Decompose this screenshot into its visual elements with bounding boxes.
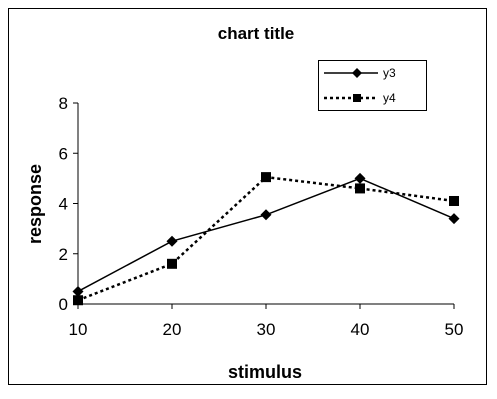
x-tick-label: 10 xyxy=(69,320,88,339)
point-y4 xyxy=(261,172,271,183)
y-tick-label: 8 xyxy=(59,94,68,113)
legend-marker-y3 xyxy=(352,68,362,78)
y-axis-ticks: 0 2 4 6 8 xyxy=(59,94,78,314)
y-axis-label: response xyxy=(25,164,45,244)
point-y4 xyxy=(167,258,177,269)
point-y3 xyxy=(260,209,272,221)
legend-box xyxy=(318,60,427,111)
y-tick-label: 0 xyxy=(59,295,68,314)
legend-label-y3: y3 xyxy=(383,66,396,80)
legend-label-y4: y4 xyxy=(383,91,396,105)
chart-title: chart title xyxy=(218,24,295,43)
y-tick-label: 6 xyxy=(59,144,68,163)
point-y3 xyxy=(448,213,460,225)
y-tick-label: 4 xyxy=(59,195,68,214)
legend-marker-y4 xyxy=(353,94,361,102)
x-axis-label: stimulus xyxy=(228,362,302,382)
point-y4 xyxy=(355,183,365,194)
point-y3 xyxy=(166,235,178,247)
point-y4 xyxy=(73,295,83,306)
x-tick-label: 30 xyxy=(257,320,276,339)
series-layer xyxy=(72,172,460,306)
y-tick-label: 2 xyxy=(59,245,68,264)
x-tick-label: 40 xyxy=(351,320,370,339)
x-tick-label: 50 xyxy=(445,320,464,339)
point-y3 xyxy=(72,285,84,297)
point-y3 xyxy=(354,172,366,184)
legend: y3 y4 xyxy=(318,60,427,111)
x-axis-ticks: 10 20 30 40 50 xyxy=(69,304,464,339)
x-tick-label: 20 xyxy=(163,320,182,339)
point-y4 xyxy=(449,195,459,206)
